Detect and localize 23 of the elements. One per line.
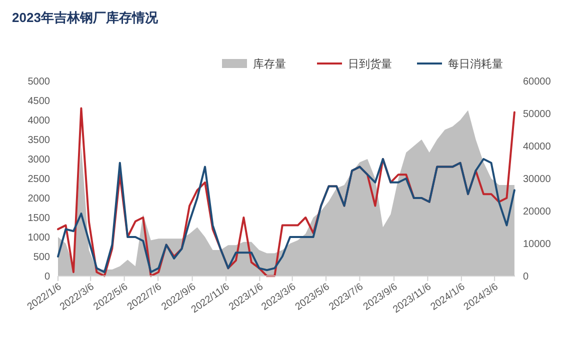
y-tick-label: 4000 <box>28 116 50 126</box>
y2-tick-label: 60000 <box>523 76 552 88</box>
y-tick-label: 4500 <box>28 96 50 107</box>
y-tick-label: 0 <box>44 272 50 282</box>
y2-tick-label: 0 <box>523 272 529 282</box>
y2-tick-label: 50000 <box>523 109 552 120</box>
y2-tick-label: 40000 <box>523 142 552 152</box>
y-tick-label: 3000 <box>28 154 50 166</box>
y-tick-label: 1500 <box>28 213 50 224</box>
y-tick-label: 5000 <box>28 76 50 88</box>
y2-tick-label: 10000 <box>523 239 552 250</box>
legend-label: 日到货量 <box>348 58 392 70</box>
y-tick-label: 2000 <box>28 194 50 204</box>
y-tick-label: 3500 <box>28 135 50 146</box>
y2-tick-label: 20000 <box>523 206 552 218</box>
legend-label: 每日消耗量 <box>448 57 503 70</box>
y-tick-label: 1000 <box>28 232 50 244</box>
y-tick-label: 2500 <box>28 174 50 185</box>
y-tick-label: 500 <box>33 252 50 263</box>
y2-tick-label: 30000 <box>523 174 552 185</box>
line-series <box>57 158 516 274</box>
chart-title: 2023年吉林钢厂库存情况 <box>12 10 159 25</box>
legend-label: 库存量 <box>253 57 286 70</box>
